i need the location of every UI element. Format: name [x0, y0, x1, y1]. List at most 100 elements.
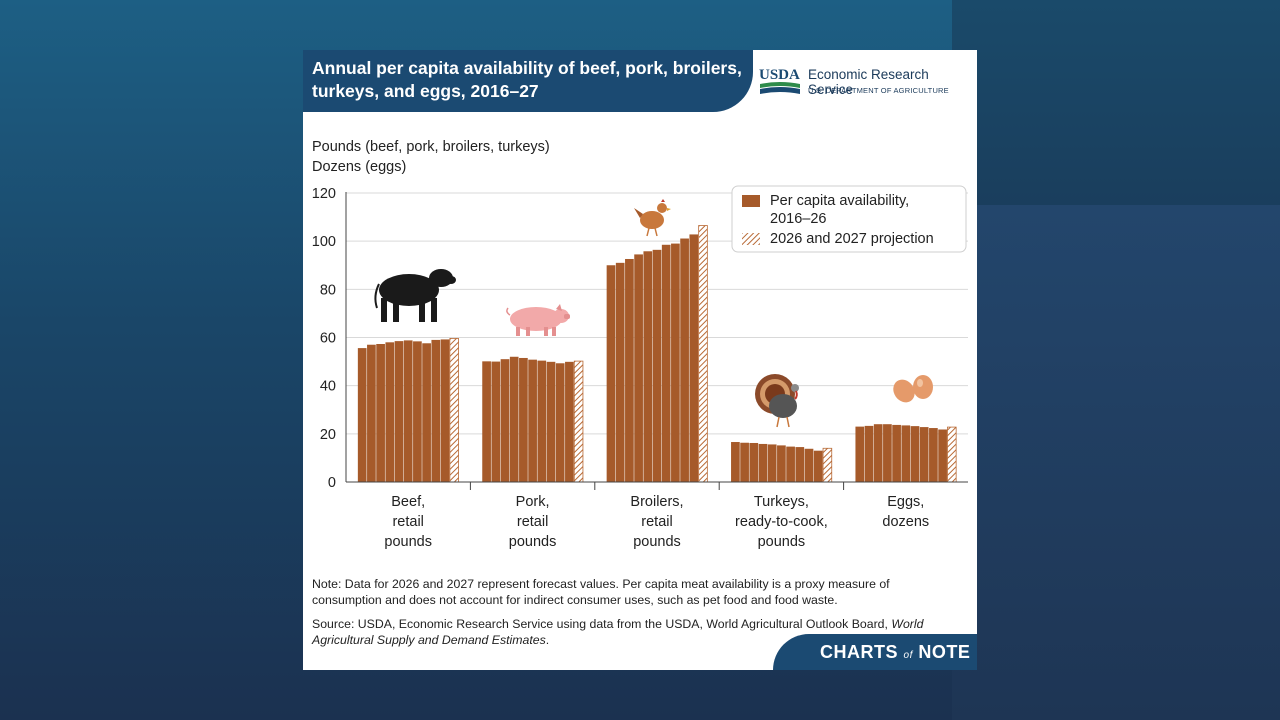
bar — [634, 254, 643, 482]
source-italic: World Agricultural Supply and Demand Est… — [312, 617, 924, 647]
background-panel-bottom — [952, 205, 1280, 720]
legend-projection: 2026 and 2027 projection — [770, 231, 934, 247]
x-category-label: retail — [517, 514, 548, 530]
legend-swatch-projection — [742, 233, 760, 245]
bar — [901, 425, 911, 482]
bar — [555, 363, 565, 482]
x-category-label: pounds — [509, 534, 557, 550]
y-axis-label-line1: Pounds (beef, pork, broilers, turkeys) — [312, 139, 550, 155]
x-category-label: pounds — [633, 534, 681, 550]
bar — [546, 361, 556, 482]
bar — [367, 344, 376, 482]
x-category-label: ready-to-cook, — [735, 514, 828, 530]
y-tick-label: 60 — [320, 331, 336, 347]
bar — [625, 258, 634, 482]
bar — [431, 339, 441, 482]
bar — [731, 442, 740, 482]
charts-of-note-logo: CHARTS of NOTE — [820, 642, 970, 663]
bar — [413, 341, 422, 482]
bar — [509, 356, 519, 482]
department-name: U.S. DEPARTMENT OF AGRICULTURE — [808, 86, 949, 95]
x-category-label: pounds — [384, 534, 432, 550]
bar — [938, 429, 947, 482]
agency-name: Economic Research Service — [808, 67, 929, 97]
bar — [813, 450, 823, 482]
y-tick-label: 120 — [312, 186, 336, 202]
bar — [491, 361, 501, 482]
bar — [919, 427, 929, 482]
bar — [947, 426, 957, 483]
bar — [777, 445, 786, 482]
bar — [606, 265, 616, 482]
y-tick-label: 0 — [328, 475, 336, 491]
bar — [822, 447, 833, 483]
bar — [573, 360, 584, 483]
x-category-label: retail — [641, 514, 672, 530]
chicken-icon — [634, 199, 671, 237]
bar — [855, 426, 865, 482]
background-panel-top — [952, 0, 1280, 205]
bar — [357, 348, 367, 482]
bar — [385, 342, 395, 482]
turkey-icon — [755, 374, 799, 428]
bar — [671, 243, 680, 482]
x-category-label: Pork, — [516, 494, 550, 510]
chart-title: Annual per capita availability of beef, … — [312, 58, 742, 101]
bar — [652, 249, 662, 482]
bar — [680, 238, 689, 482]
bar — [394, 341, 404, 482]
bar — [449, 338, 459, 483]
brand-main: CHARTS — [820, 642, 898, 662]
footer-band: CHARTS of NOTE — [773, 634, 977, 670]
bar — [528, 359, 537, 482]
legend-swatch-actual — [742, 195, 760, 207]
bar — [519, 357, 528, 482]
bar — [873, 424, 883, 482]
bar — [740, 442, 749, 482]
chart-source: Source: USDA, Economic Research Service … — [312, 616, 962, 648]
bar — [786, 446, 795, 482]
bar — [689, 234, 699, 482]
x-category-label: Broilers, — [630, 494, 683, 510]
y-axis-label-line2: Dozens (eggs) — [312, 159, 407, 175]
bar — [929, 428, 938, 482]
legend: Per capita availability, 2016–26 2026 an… — [731, 185, 967, 253]
bar — [440, 339, 450, 482]
chart-card: Annual per capita availability of beef, … — [303, 50, 977, 670]
legend-actual-line2: 2016–26 — [770, 211, 826, 227]
bar — [883, 424, 892, 482]
bar — [892, 424, 901, 482]
bar — [864, 425, 874, 482]
y-tick-label: 100 — [312, 234, 336, 250]
bar — [376, 344, 385, 482]
usda-logo-text: USDA — [759, 67, 800, 83]
x-category-label: Beef, — [391, 494, 425, 510]
bar — [910, 426, 920, 482]
bar — [758, 443, 768, 482]
bar — [804, 448, 814, 482]
x-category-label: dozens — [882, 514, 929, 530]
bar — [500, 359, 510, 482]
header-band: Annual per capita availability of beef, … — [303, 50, 753, 112]
bar — [565, 361, 574, 482]
pig-icon — [506, 304, 570, 336]
bar — [795, 447, 805, 482]
brand-end: NOTE — [918, 642, 971, 662]
bar — [482, 361, 491, 482]
x-category-label: retail — [392, 514, 423, 530]
bar — [661, 244, 671, 482]
x-category-label: Turkeys, — [754, 494, 809, 510]
bar-chart: 0 20 40 60 80 100 120 Beef, retail pounds Pork, ret… — [312, 185, 968, 550]
brand-of: of — [903, 650, 913, 661]
legend-actual-line1: Per capita availability, — [770, 193, 909, 209]
x-category-label: pounds — [758, 534, 806, 550]
bar — [422, 343, 431, 482]
bar — [615, 262, 625, 482]
y-tick-label: 80 — [320, 282, 336, 298]
x-category-label: Eggs, — [887, 494, 924, 510]
bar — [698, 225, 708, 483]
eggs-icon — [893, 375, 933, 403]
bar — [749, 442, 759, 482]
chart-note: Note: Data for 2026 and 2027 represent f… — [312, 577, 890, 607]
y-tick-label: 20 — [320, 427, 336, 443]
